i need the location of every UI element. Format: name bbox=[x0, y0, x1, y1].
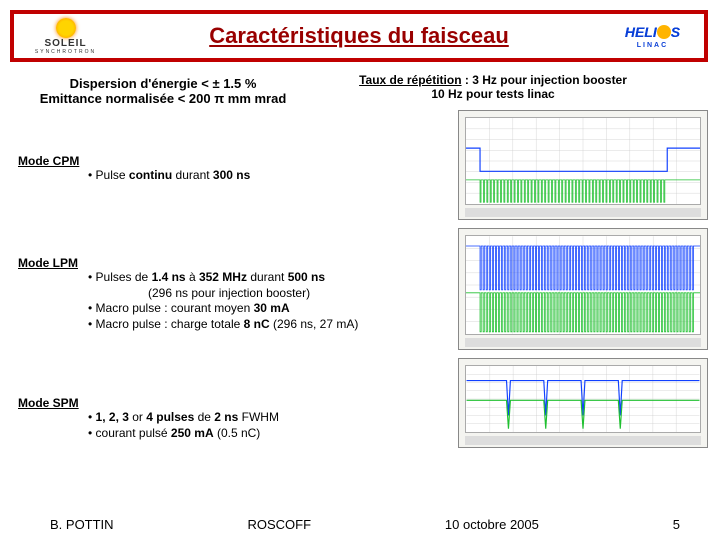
mode-cpm-title: Mode CPM bbox=[18, 154, 418, 168]
footer: B. POTTIN ROSCOFF 10 octobre 2005 5 bbox=[0, 517, 720, 532]
footer-date: 10 octobre 2005 bbox=[445, 517, 539, 532]
mode-cpm: Mode CPM • Pulse continu durant 300 ns bbox=[18, 154, 418, 184]
spm-bullet-2: • courant pulsé 250 mA (0.5 nC) bbox=[88, 426, 438, 442]
sun-icon bbox=[657, 25, 671, 39]
scope-mid bbox=[458, 228, 708, 350]
rep-rate-label: Taux de répétition bbox=[359, 73, 461, 87]
footer-author: B. POTTIN bbox=[50, 517, 114, 532]
lpm-bullet-3: • Macro pulse : courant moyen 30 mA bbox=[88, 301, 438, 317]
soleil-sub: SYNCHROTRON bbox=[35, 49, 96, 55]
helios-sub: LINAC bbox=[637, 42, 668, 49]
lpm-bullet-4: • Macro pulse : charge totale 8 nC (296 … bbox=[88, 317, 438, 333]
page-title: Caractéristiques du faisceau bbox=[209, 23, 509, 49]
cpm-bullet: • Pulse continu durant 300 ns bbox=[88, 168, 418, 184]
mode-spm: Mode SPM • 1, 2, 3 or 4 pulses de 2 ns F… bbox=[18, 396, 438, 441]
helios-logo: HELIS LINAC bbox=[605, 16, 700, 56]
mode-lpm: Mode LPM • Pulses de 1.4 ns à 352 MHz du… bbox=[18, 256, 438, 332]
scope-top bbox=[458, 110, 708, 220]
sun-icon bbox=[56, 18, 76, 38]
spm-bullet-1: • 1, 2, 3 or 4 pulses de 2 ns FWHM bbox=[88, 410, 438, 426]
spec-dispersion: Dispersion d'énergie < ± 1.5 % bbox=[18, 76, 308, 91]
soleil-logo: SOLEIL SYNCHROTRON bbox=[18, 16, 113, 56]
spec-emittance: Emittance normalisée < 200 π mm mrad bbox=[18, 91, 308, 106]
soleil-name: SOLEIL bbox=[44, 38, 86, 49]
helios-name: HELIS bbox=[625, 24, 680, 42]
footer-page: 5 bbox=[673, 517, 680, 532]
footer-place: ROSCOFF bbox=[247, 517, 311, 532]
mode-lpm-title: Mode LPM bbox=[18, 256, 438, 270]
mode-spm-title: Mode SPM bbox=[18, 396, 438, 410]
scope-bot bbox=[458, 358, 708, 448]
lpm-bullet-1: • Pulses de 1.4 ns à 352 MHz durant 500 … bbox=[88, 270, 438, 286]
header-bar: SOLEIL SYNCHROTRON Caractéristiques du f… bbox=[10, 10, 708, 62]
content: Dispersion d'énergie < ± 1.5 % Emittance… bbox=[18, 70, 708, 510]
lpm-bullet-2: (296 ns pour injection booster) bbox=[148, 286, 438, 302]
rep-rate: Taux de répétition : 3 Hz pour injection… bbox=[328, 73, 658, 101]
